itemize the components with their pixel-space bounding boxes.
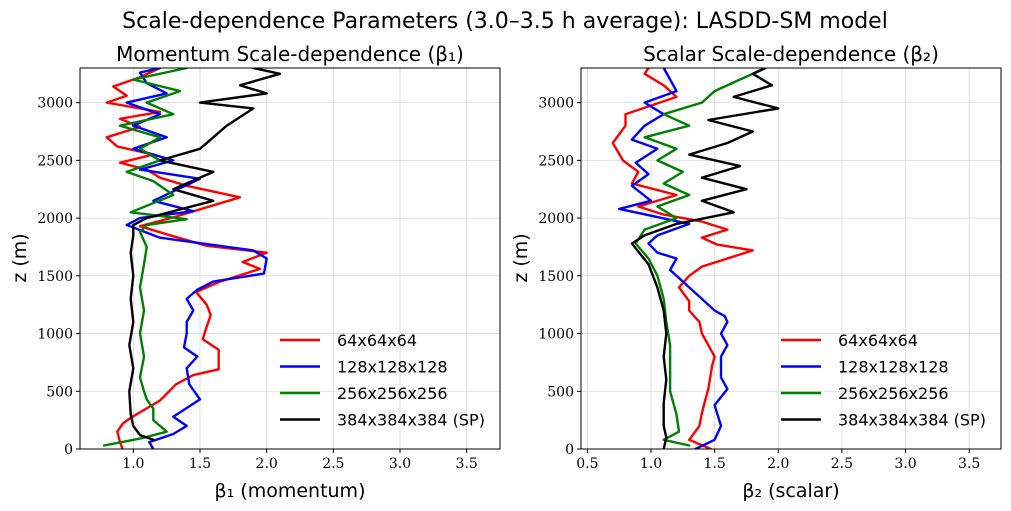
- momentum-y-tick-label: 1500: [37, 269, 73, 285]
- momentum-panel-title: Momentum Scale-dependence (β₁): [116, 42, 464, 66]
- scalar-legend-label: 384x384x384 (SP): [838, 411, 986, 430]
- scalar-series-line-3: [634, 68, 767, 447]
- scalar-panel: Scalar Scale-dependence (β₂) 0.5 1.0 1.5 2.…: [510, 42, 1002, 502]
- scalar-y-tick-label: 2500: [538, 153, 574, 169]
- momentum-x-tick-label: 3.0: [389, 456, 411, 472]
- scalar-x-tick-label: 2.5: [831, 456, 853, 472]
- momentum-series-line-3: [102, 68, 188, 447]
- momentum-series-line-4: [128, 68, 282, 441]
- momentum-x-tick-label: 3.5: [456, 456, 478, 472]
- scalar-y-tick-label: 1000: [538, 327, 574, 343]
- momentum-series-line-1: [105, 68, 268, 449]
- momentum-y-tick-label: 3000: [37, 96, 73, 112]
- momentum-x-tick-label: 2.0: [256, 456, 278, 472]
- scalar-x-tick-label: 2.0: [767, 456, 789, 472]
- scalar-x-tick-label: 3.0: [894, 456, 916, 472]
- scalar-y-tick-label: 1500: [538, 269, 574, 285]
- scalar-y-tick-label: 2000: [538, 211, 574, 227]
- momentum-legend-label: 128x128x128: [337, 358, 448, 377]
- scalar-series-line-4: [630, 68, 780, 449]
- scalar-series: [611, 68, 780, 449]
- momentum-x-tick-label: 1.0: [122, 456, 144, 472]
- scalar-x-tick-label: 1.0: [640, 456, 662, 472]
- scalar-series-line-1: [611, 68, 754, 449]
- scalar-x-tick-label: 1.5: [704, 456, 726, 472]
- momentum-y-tick-label: 500: [46, 384, 73, 400]
- scalar-ticks: 0.5 1.0 1.5 2.0 2.5 3.0 3.5 0 500 1000 1500 2000 250…: [538, 96, 980, 472]
- momentum-y-tick-label: 2000: [37, 211, 73, 227]
- scalar-panel-title: Scalar Scale-dependence (β₂): [643, 42, 939, 66]
- scalar-x-tick-label: 0.5: [576, 456, 598, 472]
- scalar-y-tick-label: 3000: [538, 96, 574, 112]
- momentum-ticks: 1.0 1.5 2.0 2.5 3.0 3.5 0 500 1000 1500 2000 2500 30…: [37, 96, 477, 472]
- scalar-x-axis-label: β₂ (scalar): [742, 480, 839, 502]
- momentum-plot-frame: [79, 67, 501, 450]
- momentum-legend-label: 256x256x256: [337, 384, 448, 403]
- scalar-y-tick-label: 0: [565, 442, 574, 458]
- scalar-series-line-2: [618, 68, 729, 449]
- momentum-x-axis-label: β₁ (momentum): [215, 480, 366, 502]
- momentum-y-tick-label: 2500: [37, 153, 73, 169]
- scalar-y-axis-label: z (m): [510, 233, 532, 282]
- momentum-y-axis-label: z (m): [9, 233, 31, 282]
- scalar-legend-label: 128x128x128: [838, 358, 949, 377]
- scalar-x-tick-label: 3.5: [958, 456, 980, 472]
- scalar-legend-label: 64x64x64: [838, 331, 918, 350]
- momentum-panel: Momentum Scale-dependence (β₁) 1.0 1.5 2.0…: [9, 42, 501, 502]
- momentum-x-tick-label: 1.5: [189, 456, 211, 472]
- scalar-y-tick-label: 500: [547, 384, 574, 400]
- scalar-legend: 64x64x64 128x128x128 256x256x256 384x384x38…: [781, 331, 986, 430]
- momentum-x-tick-label: 2.5: [322, 456, 344, 472]
- scalar-plot-frame: [580, 67, 1002, 450]
- scalar-legend-label: 256x256x256: [838, 384, 949, 403]
- figure-suptitle: Scale-dependence Parameters (3.0–3.5 h a…: [122, 9, 888, 34]
- momentum-legend-label: 64x64x64: [337, 331, 417, 350]
- momentum-y-tick-label: 0: [64, 442, 73, 458]
- momentum-legend-label: 384x384x384 (SP): [337, 411, 485, 430]
- momentum-y-tick-label: 1000: [37, 327, 73, 343]
- momentum-legend: 64x64x64 128x128x128 256x256x256 384x384x38…: [280, 331, 485, 430]
- momentum-series: [102, 68, 282, 449]
- momentum-series-line-2: [125, 68, 268, 449]
